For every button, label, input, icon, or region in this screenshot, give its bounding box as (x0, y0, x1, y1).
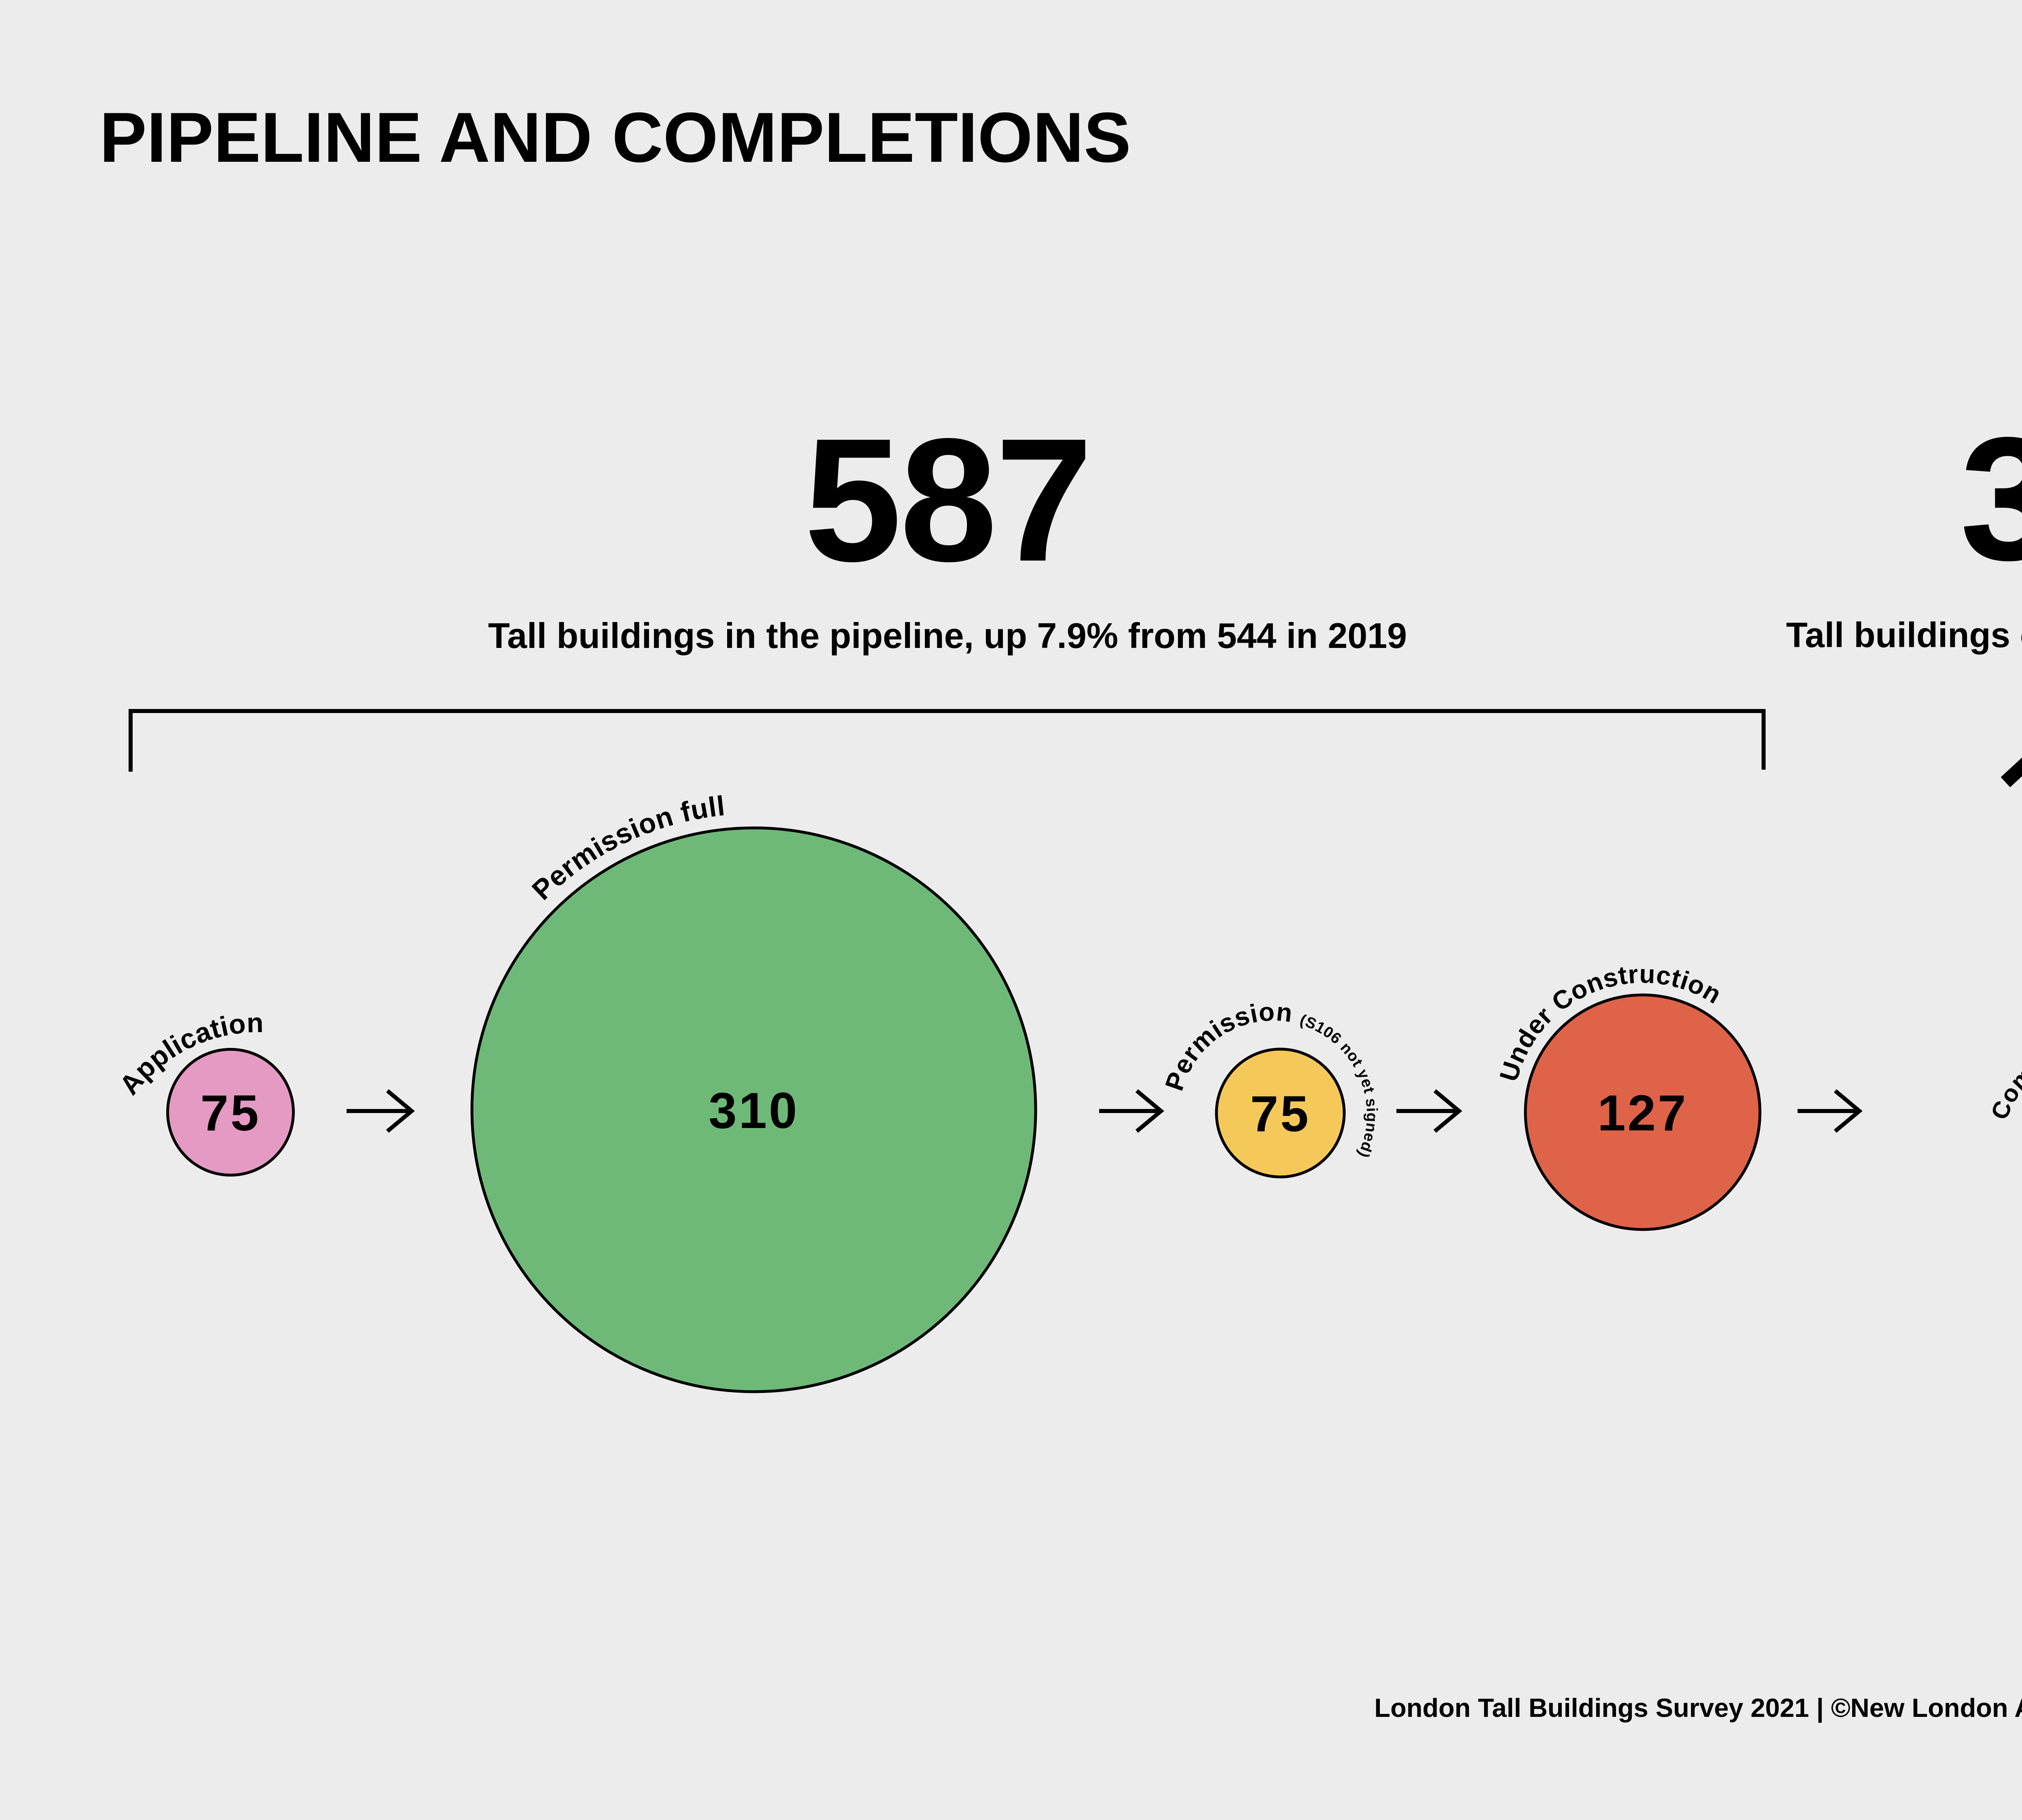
svg-text:London Tall Buildings Survey 2: London Tall Buildings Survey 2021 | ©New… (1374, 1693, 2022, 1723)
svg-text:Tall buildings in the pipeline: Tall buildings in the pipeline, up 7.9% … (488, 616, 1407, 656)
svg-text:35: 35 (1960, 400, 2022, 597)
svg-text:75: 75 (200, 1085, 260, 1141)
svg-text:127: 127 (1597, 1085, 1688, 1141)
svg-text:Tall buildings completed in 20: Tall buildings completed in 2020 (1786, 616, 2022, 655)
svg-text:75: 75 (1250, 1086, 1310, 1142)
svg-text:587: 587 (804, 402, 1091, 598)
svg-text:310: 310 (709, 1083, 799, 1139)
svg-text:PIPELINE AND COMPLETIONS: PIPELINE AND COMPLETIONS (99, 98, 1131, 177)
